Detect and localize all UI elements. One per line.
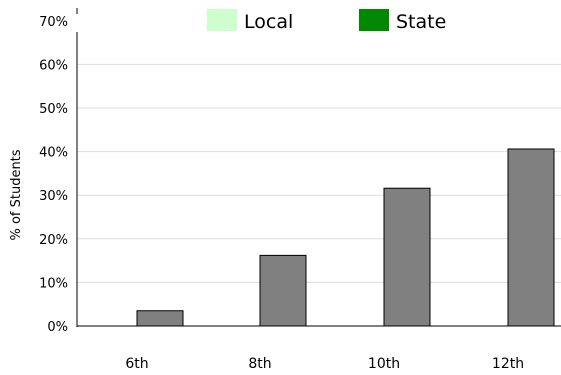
x-axis-labels: 6th 8th 10th 12th — [125, 356, 524, 372]
legend-swatch — [359, 9, 389, 31]
y-tick-label: 70% — [39, 15, 68, 30]
legend-swatch — [207, 9, 237, 31]
y-tick-label: 30% — [39, 189, 68, 204]
legend-label: Local — [244, 11, 293, 33]
bar — [383, 187, 431, 327]
y-tick-label: 50% — [39, 102, 68, 117]
y-axis-ticks: 0% 10% 20% 30% 40% 50% 60% 70% — [39, 15, 68, 335]
y-tick-label: 0% — [47, 320, 68, 335]
y-tick-label: 60% — [39, 58, 68, 73]
bar — [136, 310, 184, 327]
grid-lines — [77, 63, 561, 327]
legend: Local State — [207, 9, 446, 33]
x-tick-label: 8th — [248, 356, 271, 372]
y-tick-label: 40% — [39, 146, 68, 161]
bar — [259, 254, 307, 327]
legend-label: State — [396, 11, 446, 33]
x-tick-label: 10th — [368, 356, 400, 372]
x-tick-label: 12th — [492, 356, 524, 372]
y-axis-title: % of Students — [9, 149, 24, 240]
y-tick-label: 10% — [39, 276, 68, 291]
bars — [136, 148, 555, 327]
y-tick-label: 20% — [39, 233, 68, 248]
x-tick-label: 6th — [125, 356, 148, 372]
bar — [507, 148, 555, 327]
